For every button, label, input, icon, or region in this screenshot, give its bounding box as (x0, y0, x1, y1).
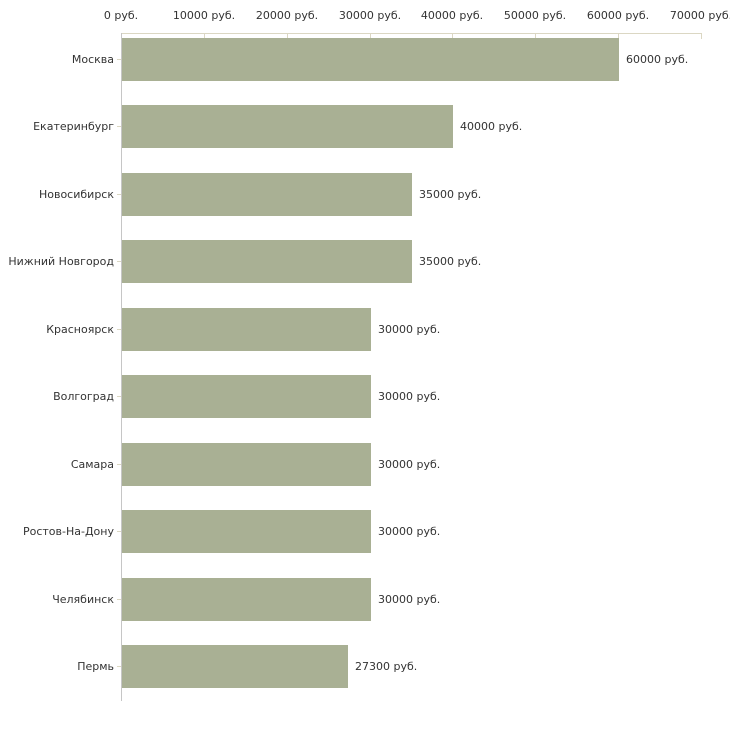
category-tick-mark (117, 261, 121, 262)
category-label: Челябинск (52, 593, 114, 606)
category-tick-mark (117, 666, 121, 667)
value-label: 30000 руб. (378, 390, 441, 403)
bar (122, 240, 412, 283)
category-tick-mark (117, 464, 121, 465)
x-tick-mark (535, 34, 536, 39)
x-tick-label: 20000 руб. (255, 9, 319, 22)
x-tick-mark (618, 34, 619, 39)
category-label: Самара (70, 458, 114, 471)
bar (122, 443, 371, 486)
category-label: Пермь (77, 660, 114, 673)
value-label: 30000 руб. (378, 323, 441, 336)
category-tick-mark (117, 396, 121, 397)
value-label: 30000 руб. (378, 458, 441, 471)
category-label: Ростов-На-Дону (22, 525, 114, 538)
value-label: 35000 руб. (419, 255, 482, 268)
category-label: Новосибирск (38, 188, 114, 201)
bar (122, 38, 619, 81)
bar (122, 645, 348, 688)
bar (122, 173, 412, 216)
x-tick-label: 30000 руб. (338, 9, 402, 22)
bar (122, 510, 371, 553)
x-tick-mark (287, 34, 288, 39)
x-tick-label: 0 руб. (103, 9, 139, 22)
category-label: Москва (71, 53, 114, 66)
x-tick-mark (204, 34, 205, 39)
category-tick-mark (117, 194, 121, 195)
y-axis-line (121, 33, 122, 701)
category-tick-mark (117, 126, 121, 127)
value-label: 35000 руб. (419, 188, 482, 201)
category-tick-mark (117, 329, 121, 330)
category-tick-mark (117, 531, 121, 532)
x-axis-line (121, 33, 702, 34)
category-label: Волгоград (53, 390, 114, 403)
x-tick-label: 40000 руб. (420, 9, 484, 22)
category-label: Нижний Новгород (8, 255, 114, 268)
value-label: 30000 руб. (378, 525, 441, 538)
x-tick-label: 50000 руб. (503, 9, 567, 22)
bar (122, 375, 371, 418)
category-label: Екатеринбург (33, 120, 114, 133)
value-label: 30000 руб. (378, 593, 441, 606)
x-tick-mark (452, 34, 453, 39)
category-tick-mark (117, 59, 121, 60)
value-label: 60000 руб. (626, 53, 689, 66)
value-label: 40000 руб. (460, 120, 523, 133)
x-tick-label: 10000 руб. (172, 9, 236, 22)
bar (122, 105, 453, 148)
x-tick-label: 70000 руб. (669, 9, 730, 22)
x-tick-mark (370, 34, 371, 39)
category-tick-mark (117, 599, 121, 600)
value-label: 27300 руб. (355, 660, 418, 673)
bar (122, 308, 371, 351)
x-tick-mark (701, 34, 702, 39)
category-label: Красноярск (46, 323, 114, 336)
bar (122, 578, 371, 621)
x-tick-label: 60000 руб. (586, 9, 650, 22)
